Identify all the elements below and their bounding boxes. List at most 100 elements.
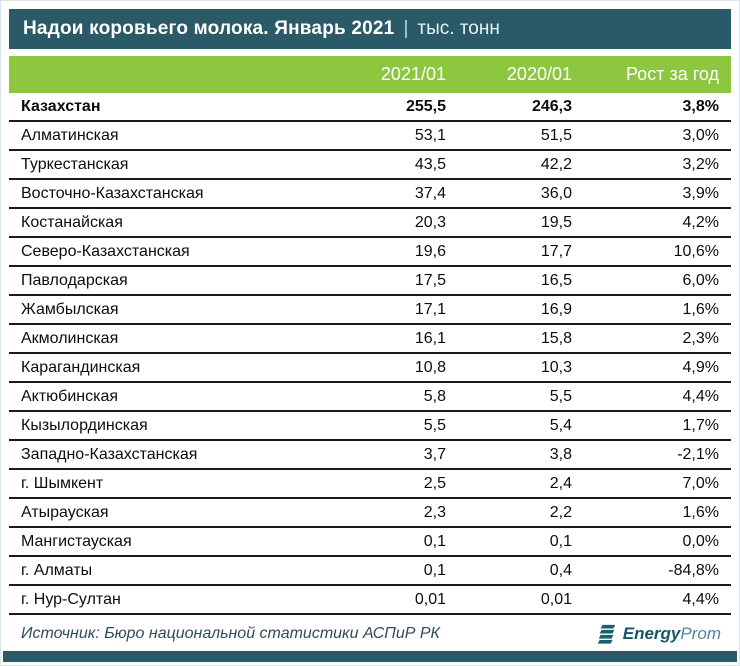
growth-cell: 3,9% <box>682 184 719 202</box>
table-row: Алматинская 53,1 51,5 3,0% <box>9 122 731 151</box>
region-name-cell: г. Нур-Султан <box>21 590 121 608</box>
growth-cell: 4,4% <box>682 387 719 405</box>
title-separator: | <box>403 18 409 39</box>
growth-cell: 3,2% <box>682 155 719 173</box>
column-header-growth: Рост за год <box>625 64 719 84</box>
energyprom-layers-icon <box>596 623 618 645</box>
value-2020-cell: 19,5 <box>540 213 572 231</box>
growth-cell: -2,1% <box>677 445 719 463</box>
table-body: Казахстан 255,5 246,3 3,8% Алматинская 53,1 51… <box>9 93 731 615</box>
value-2020-cell: 17,7 <box>540 242 572 260</box>
value-2020-cell: 5,5 <box>549 387 572 405</box>
value-2020-cell: 10,3 <box>540 358 572 376</box>
table-row: Северо-Казахстанская 19,6 17,7 10,6% <box>9 238 731 267</box>
bottom-accent-bar <box>3 651 737 662</box>
value-2020-cell: 36,0 <box>540 184 572 202</box>
table-row: Акмолинская 16,1 15,8 2,3% <box>9 325 731 354</box>
value-2020-cell: 2,4 <box>549 474 572 492</box>
value-2020-cell: 15,8 <box>540 329 572 347</box>
value-2020-cell: 0,1 <box>549 532 572 550</box>
table-row: г. Шымкент 2,5 2,4 7,0% <box>9 470 731 499</box>
region-name-cell: Алматинская <box>21 126 119 144</box>
region-name-cell: Атырауская <box>21 503 109 521</box>
table-row: Казахстан 255,5 246,3 3,8% <box>9 93 731 122</box>
table-row: г. Нур-Султан 0,01 0,01 4,4% <box>9 586 731 615</box>
value-2020-cell: 246,3 <box>531 97 572 115</box>
table-row: Восточно-Казахстанская 37,4 36,0 3,9% <box>9 180 731 209</box>
growth-cell: 10,6% <box>673 242 719 260</box>
value-2021-cell: 19,6 <box>414 242 446 260</box>
region-name-cell: г. Алматы <box>21 561 93 579</box>
region-name-cell: Карагандинская <box>21 358 141 376</box>
table-header-row: 2021/01 2020/01 Рост за год <box>9 56 731 93</box>
growth-cell: -84,8% <box>668 561 719 579</box>
region-name-cell: Туркестанская <box>21 155 129 173</box>
table-row: Павлодарская 17,5 16,5 6,0% <box>9 267 731 296</box>
growth-cell: 1,7% <box>682 416 719 434</box>
growth-cell: 2,3% <box>682 329 719 347</box>
region-name-cell: Казахстан <box>21 97 101 115</box>
value-2021-cell: 17,5 <box>414 271 446 289</box>
value-2021-cell: 53,1 <box>414 126 446 144</box>
region-name-cell: Акмолинская <box>21 329 119 347</box>
table-row: Кызылординская 5,5 5,4 1,7% <box>9 412 731 441</box>
logo-energy-text: Energy <box>622 624 681 643</box>
table-row: Мангистауская 0,1 0,1 0,0% <box>9 528 731 557</box>
growth-cell: 1,6% <box>682 300 719 318</box>
growth-cell: 4,4% <box>682 590 719 608</box>
logo-prom-text: Prom <box>680 624 721 643</box>
value-2021-cell: 37,4 <box>414 184 446 202</box>
footer: Источник: Бюро национальной статистики А… <box>9 615 731 653</box>
value-2021-cell: 5,8 <box>423 387 446 405</box>
value-2021-cell: 5,5 <box>423 416 446 434</box>
value-2020-cell: 16,5 <box>540 271 572 289</box>
region-name-cell: г. Шымкент <box>21 474 104 492</box>
value-2021-cell: 0,01 <box>414 590 446 608</box>
value-2020-cell: 2,2 <box>549 503 572 521</box>
growth-cell: 3,8% <box>682 97 719 115</box>
value-2021-cell: 43,5 <box>414 155 446 173</box>
growth-cell: 0,0% <box>682 532 719 550</box>
value-2021-cell: 255,5 <box>405 97 446 115</box>
region-name-cell: Мангистауская <box>21 532 132 550</box>
column-header-2021-01: 2021/01 <box>380 64 446 84</box>
region-name-cell: Восточно-Казахстанская <box>21 184 204 202</box>
value-2021-cell: 17,1 <box>414 300 446 318</box>
region-name-cell: Костанайская <box>21 213 123 231</box>
region-name-cell: Кызылординская <box>21 416 148 434</box>
growth-cell: 6,0% <box>682 271 719 289</box>
value-2020-cell: 0,01 <box>540 590 572 608</box>
table-row: Актюбинская 5,8 5,5 4,4% <box>9 383 731 412</box>
region-name-cell: Западно-Казахстанская <box>21 445 198 463</box>
table-row: Жамбылская 17,1 16,9 1,6% <box>9 296 731 325</box>
energyprom-wordmark: EnergyProm <box>623 624 721 644</box>
growth-cell: 4,9% <box>682 358 719 376</box>
table-row: Западно-Казахстанская 3,7 3,8 -2,1% <box>9 441 731 470</box>
growth-cell: 1,6% <box>682 503 719 521</box>
growth-cell: 7,0% <box>682 474 719 492</box>
value-2020-cell: 51,5 <box>540 126 572 144</box>
table-row: г. Алматы 0,1 0,4 -84,8% <box>9 557 731 586</box>
table-row: Атырауская 2,3 2,2 1,6% <box>9 499 731 528</box>
region-name-cell: Павлодарская <box>21 271 128 289</box>
region-name-cell: Актюбинская <box>21 387 119 405</box>
energyprom-logo: EnergyProm <box>596 623 721 645</box>
value-2021-cell: 0,1 <box>423 561 446 579</box>
value-2021-cell: 20,3 <box>414 213 446 231</box>
value-2021-cell: 2,5 <box>423 474 446 492</box>
table-row: Карагандинская 10,8 10,3 4,9% <box>9 354 731 383</box>
growth-cell: 4,2% <box>682 213 719 231</box>
value-2021-cell: 2,3 <box>423 503 446 521</box>
title-bar: Надои коровьего молока. Январь 2021 | ты… <box>9 9 731 49</box>
value-2021-cell: 0,1 <box>423 532 446 550</box>
value-2020-cell: 42,2 <box>540 155 572 173</box>
value-2020-cell: 5,4 <box>549 416 572 434</box>
column-header-2020-01: 2020/01 <box>506 64 572 84</box>
value-2020-cell: 3,8 <box>549 445 572 463</box>
value-2020-cell: 16,9 <box>540 300 572 318</box>
growth-cell: 3,0% <box>682 126 719 144</box>
table-row: Туркестанская 43,5 42,2 3,2% <box>9 151 731 180</box>
title-unit: тыс. тонн <box>417 18 500 39</box>
region-name-cell: Северо-Казахстанская <box>21 242 190 260</box>
table-row: Костанайская 20,3 19,5 4,2% <box>9 209 731 238</box>
